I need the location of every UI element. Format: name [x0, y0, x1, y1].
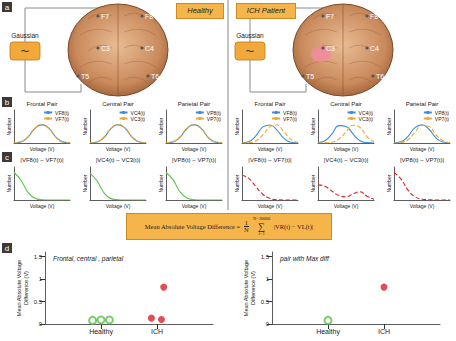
svg-text:Frontal Pair: Frontal Pair [26, 101, 57, 107]
svg-text:VP7(t): VP7(t) [435, 116, 450, 122]
svg-text:a: a [5, 3, 10, 12]
svg-text:Frontal, central , parietal: Frontal, central , parietal [53, 255, 124, 263]
svg-text:Number: Number [234, 117, 240, 135]
svg-text:VP8(t): VP8(t) [206, 109, 221, 116]
svg-text:Number: Number [158, 174, 164, 192]
svg-text:1: 1 [39, 276, 43, 282]
svg-text:b: b [5, 98, 10, 107]
html-text:|VR(t) − VL(t)|: |VR(t) − VL(t)| [272, 223, 314, 230]
svg-text:Number: Number [310, 174, 316, 192]
svg-text:F7: F7 [101, 13, 109, 20]
svg-text:0: 0 [266, 321, 270, 327]
svg-text:1: 1 [266, 276, 270, 282]
svg-text:Gaussian: Gaussian [11, 32, 39, 39]
svg-text:d: d [5, 244, 9, 253]
svg-text:|VF8(t) − VF7(t)|: |VF8(t) − VF7(t)| [20, 157, 64, 163]
svg-text:VC4(t): VC4(t) [358, 109, 373, 116]
svg-text:pair with Max diff: pair with Max diff [279, 255, 330, 263]
svg-text:VP8(t): VP8(t) [434, 109, 449, 116]
svg-text:|VF8(t) − VF7(t)|: |VF8(t) − VF7(t)| [248, 157, 292, 163]
svg-text:0.5: 0.5 [261, 299, 270, 305]
svg-text:Voltage (V): Voltage (V) [410, 146, 435, 152]
svg-text:Healthy: Healthy [89, 328, 113, 336]
svg-text:C3: C3 [326, 45, 335, 52]
svg-text:C4: C4 [370, 45, 379, 52]
svg-text:c: c [5, 153, 9, 162]
svg-text:VF8(t): VF8(t) [55, 109, 69, 116]
svg-text:Number: Number [310, 117, 316, 135]
svg-text:Gaussian: Gaussian [236, 32, 264, 39]
svg-text:Difference (V): Difference (V) [23, 271, 29, 305]
svg-text:Voltage (V): Voltage (V) [410, 203, 435, 209]
svg-text:Voltage (V): Voltage (V) [258, 146, 283, 152]
html-text:N=30000: N=30000 [253, 216, 271, 221]
svg-text:Voltage (V): Voltage (V) [334, 203, 359, 209]
svg-text:Mean Absolute Voltage: Mean Absolute Voltage [243, 260, 249, 316]
html-text:Mean Absolute Voltage Differen: Mean Absolute Voltage Difference = [144, 223, 242, 230]
svg-text:Number: Number [82, 117, 88, 135]
svg-text:Number: Number [82, 174, 88, 192]
svg-text:T5: T5 [81, 73, 89, 80]
html-text:ICH Patient: ICH Patient [246, 6, 286, 15]
svg-text:Parietal Pair: Parietal Pair [178, 101, 211, 107]
svg-text:C3: C3 [101, 45, 110, 52]
html-text:1: 1 [244, 218, 249, 226]
svg-text:~: ~ [21, 42, 30, 59]
html-text:Healthy: Healthy [187, 6, 213, 15]
svg-text:VF7(t): VF7(t) [283, 116, 297, 122]
svg-text:Number: Number [158, 117, 164, 135]
svg-text:F7: F7 [326, 13, 334, 20]
svg-text:Voltage (V): Voltage (V) [258, 203, 283, 209]
svg-text:F8: F8 [145, 13, 153, 20]
svg-text:Voltage (V): Voltage (V) [106, 203, 131, 209]
svg-text:Frontal Pair: Frontal Pair [254, 101, 285, 107]
svg-text:ICH: ICH [151, 328, 163, 335]
svg-text:|VC4(t) − VC3(t)|: |VC4(t) − VC3(t)| [324, 157, 369, 163]
svg-text:|VC4(t) − VC3(t)|: |VC4(t) − VC3(t)| [96, 157, 141, 163]
svg-text:VC3(t): VC3(t) [131, 116, 146, 122]
svg-text:|VP8(t) − VP7(t)|: |VP8(t) − VP7(t)| [400, 157, 444, 163]
svg-text:|VP8(t) − VP7(t)|: |VP8(t) − VP7(t)| [172, 157, 216, 163]
svg-text:VF7(t): VF7(t) [55, 116, 69, 122]
svg-text:T6: T6 [376, 73, 384, 80]
svg-text:Healthy: Healthy [316, 328, 340, 336]
svg-text:VC3(t): VC3(t) [359, 116, 374, 122]
svg-text:1.5: 1.5 [261, 254, 270, 260]
svg-text:Voltage (V): Voltage (V) [182, 203, 207, 209]
svg-text:Difference (V): Difference (V) [250, 271, 256, 305]
svg-text:Number: Number [6, 117, 12, 135]
html-text:i=1: i=1 [258, 230, 265, 236]
svg-text:1.5: 1.5 [34, 254, 43, 260]
svg-text:Number: Number [386, 174, 392, 192]
svg-text:Number: Number [6, 174, 12, 192]
svg-text:Central Pair: Central Pair [330, 101, 362, 107]
svg-text:Mean Absolute Voltage: Mean Absolute Voltage [16, 260, 22, 316]
svg-text:Voltage (V): Voltage (V) [106, 146, 131, 152]
svg-text:VP7(t): VP7(t) [207, 116, 222, 122]
svg-text:C4: C4 [145, 45, 154, 52]
svg-text:0: 0 [39, 321, 43, 327]
svg-text:Number: Number [386, 117, 392, 135]
svg-text:T6: T6 [151, 73, 159, 80]
svg-text:0.5: 0.5 [34, 299, 43, 305]
svg-text:VF8(t): VF8(t) [283, 109, 297, 116]
svg-text:Number: Number [234, 174, 240, 192]
svg-text:Parietal Pair: Parietal Pair [406, 101, 439, 107]
svg-text:Voltage (V): Voltage (V) [182, 146, 207, 152]
svg-text:Voltage (V): Voltage (V) [30, 203, 55, 209]
html-text:N: N [244, 226, 249, 233]
svg-text:F8: F8 [370, 13, 378, 20]
svg-text:T5: T5 [306, 73, 314, 80]
svg-text:Voltage (V): Voltage (V) [30, 146, 55, 152]
svg-text:Voltage (V): Voltage (V) [334, 146, 359, 152]
svg-text:ICH: ICH [378, 328, 390, 335]
svg-text:VC4(t): VC4(t) [130, 109, 145, 116]
svg-text:Central Pair: Central Pair [102, 101, 134, 107]
svg-text:~: ~ [246, 42, 255, 59]
